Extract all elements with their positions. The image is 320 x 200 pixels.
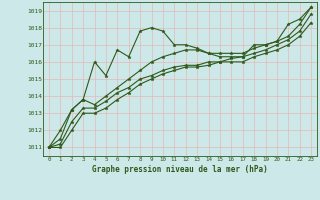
X-axis label: Graphe pression niveau de la mer (hPa): Graphe pression niveau de la mer (hPa) bbox=[92, 165, 268, 174]
